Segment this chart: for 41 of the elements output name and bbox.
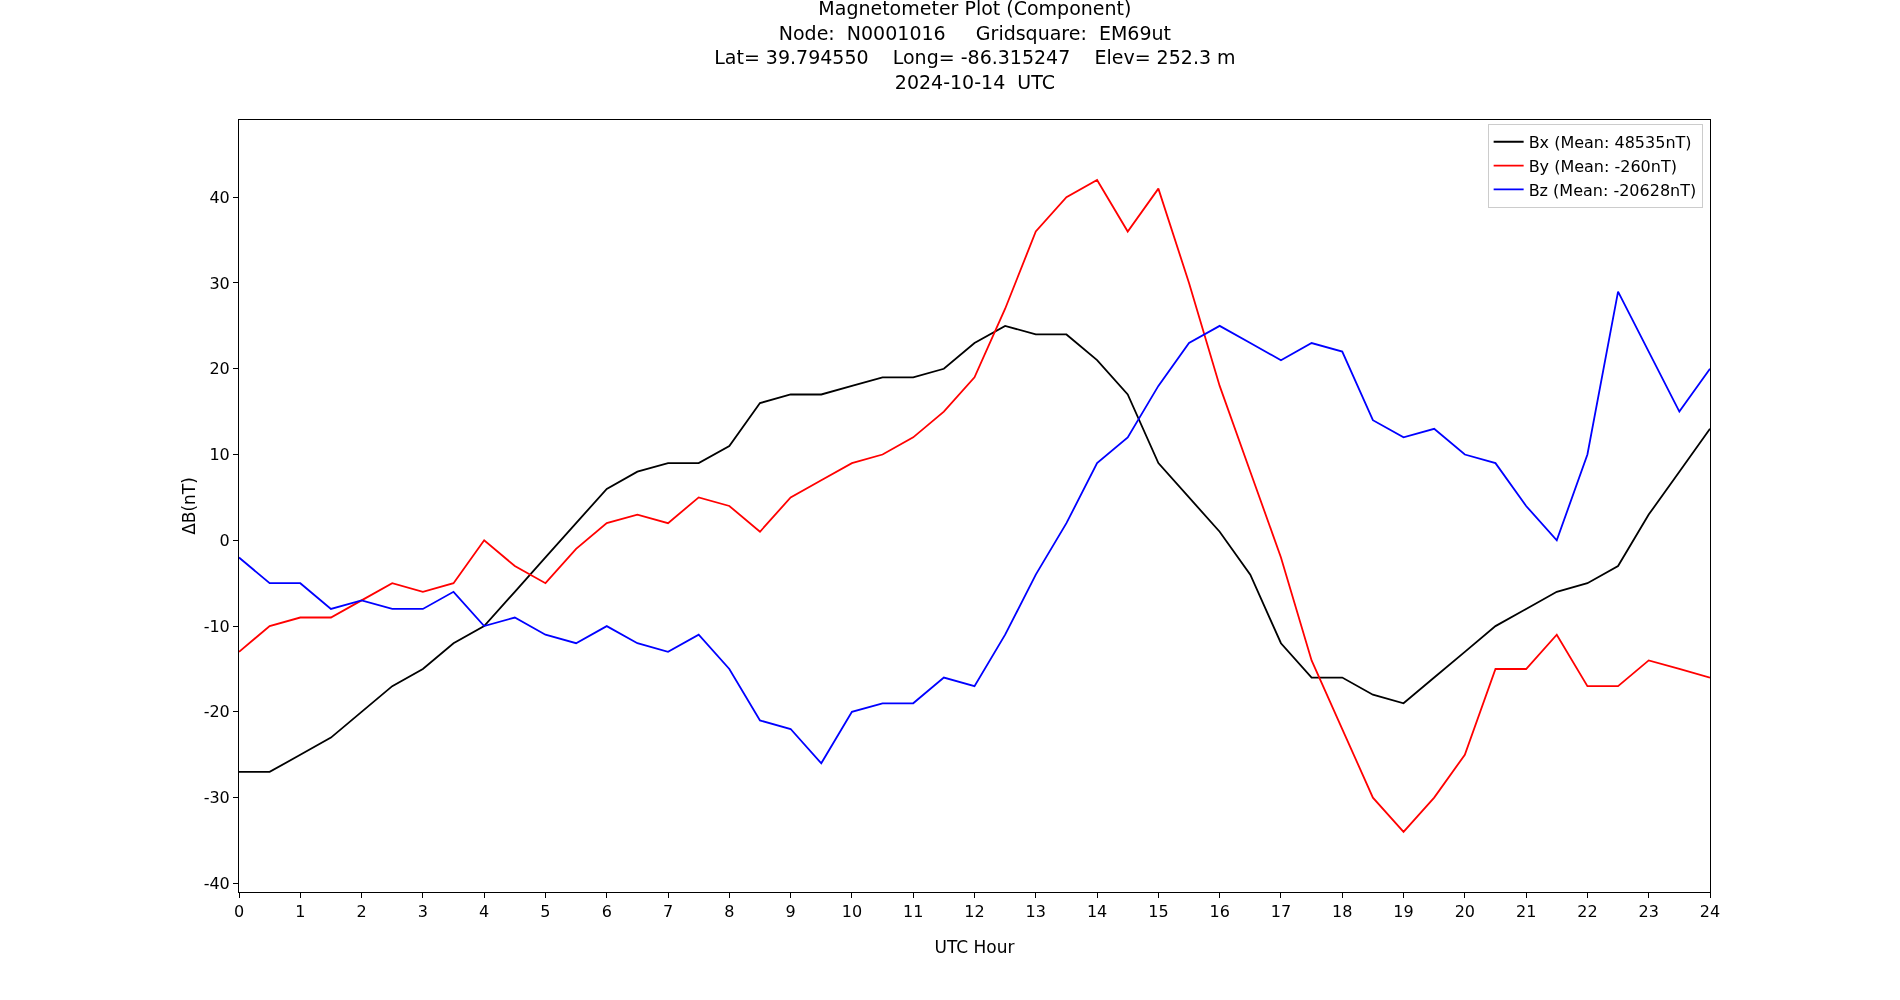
y-tick-label: 20 — [209, 359, 230, 379]
x-tick-label: 11 — [903, 902, 924, 922]
y-tick-label: 10 — [209, 445, 230, 465]
y-tick-label: -30 — [203, 788, 230, 808]
x-tick-label: 23 — [1638, 902, 1659, 922]
x-tick-label: 5 — [540, 902, 551, 922]
x-tick-label: 22 — [1577, 902, 1598, 922]
y-tick-label: 0 — [219, 530, 230, 550]
y-tick-label: 40 — [209, 187, 230, 207]
x-tick-label: 3 — [417, 902, 428, 922]
x-tick-label: 13 — [1025, 902, 1046, 922]
x-tick-label: 20 — [1454, 902, 1476, 922]
x-tick-label: 12 — [964, 902, 985, 922]
x-tick-label: 19 — [1393, 902, 1414, 922]
x-tick-label: 2 — [356, 902, 367, 922]
x-tick-label: 18 — [1332, 902, 1353, 922]
x-tick-label: 8 — [724, 902, 735, 922]
x-tick-label: 15 — [1148, 902, 1169, 922]
x-tick-label: 9 — [785, 902, 796, 922]
chart-title: Magnetometer Plot (Component) Node: N0001016 Gridsquare: EM69ut Lat= 39.794550 Long= -86.315247 Elev= 252.3 m 2024-10-14 UTC — [714, 0, 1236, 94]
x-tick-label: 16 — [1209, 902, 1230, 922]
x-axis-title: UTC Hour — [934, 937, 1015, 957]
legend-label: Bz (Mean: -20628nT) — [1528, 180, 1697, 200]
x-tick-label: 4 — [479, 902, 490, 922]
legend-label: Bx (Mean: 48535nT) — [1528, 133, 1692, 152]
x-tick-label: 1 — [295, 902, 306, 922]
x-tick-label: 10 — [841, 902, 863, 922]
y-axis-title: ΔB(nT) — [179, 477, 199, 535]
x-tick-label: 21 — [1515, 902, 1537, 922]
y-tick-label: -20 — [203, 702, 230, 722]
legend-label: By (Mean: -260nT) — [1528, 156, 1677, 176]
x-tick-label: 14 — [1086, 902, 1108, 922]
y-tick-label: 30 — [209, 273, 230, 293]
x-tick-label: 24 — [1699, 902, 1721, 922]
x-tick-label: 17 — [1270, 902, 1292, 922]
y-tick-label: -10 — [203, 616, 230, 636]
line-series — [239, 179, 1710, 833]
x-tick-label: 0 — [233, 902, 245, 922]
y-tick-label: -40 — [203, 874, 230, 894]
x-tick-label: 6 — [601, 902, 612, 922]
x-tick-label: 7 — [662, 902, 674, 922]
